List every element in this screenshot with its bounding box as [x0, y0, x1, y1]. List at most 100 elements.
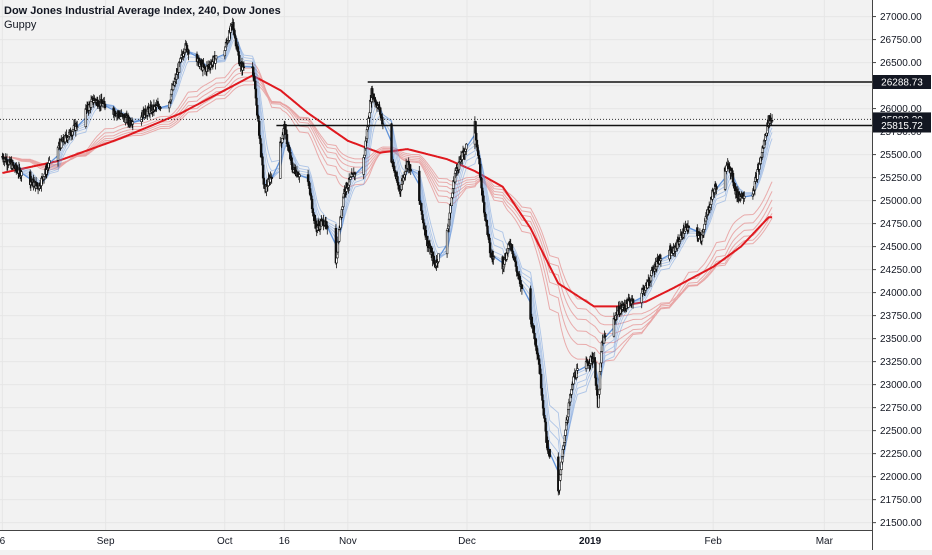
x-tick-label-0: 6 — [0, 536, 6, 547]
candle-body-390 — [362, 157, 365, 175]
candle-body-287 — [262, 177, 265, 185]
x-tick-label-1: Sep — [97, 536, 115, 547]
candle-body-611 — [564, 429, 567, 436]
price-tag-bg-2 — [873, 118, 931, 133]
candle-body-593 — [544, 421, 547, 432]
x-tick-label-3: 16 — [279, 536, 291, 547]
candle-body-488 — [451, 192, 454, 198]
candle-body-359 — [326, 225, 329, 229]
long-ema-line-3 — [2, 76, 773, 335]
candle-body-480 — [445, 230, 449, 255]
candle-body-179 — [159, 107, 162, 109]
y-tick-label-6: 25500.00 — [880, 150, 922, 161]
candle-body-749 — [687, 225, 690, 228]
x-tick-label-2: Oct — [217, 536, 233, 547]
candle-body-281 — [258, 135, 261, 139]
candle-body-558 — [513, 257, 516, 261]
candle-body-59 — [48, 160, 51, 164]
price-tags: 26288.7325882.3025815.72 — [873, 75, 931, 133]
time-axis: 6 Sep Oct 16 Nov Dec 2019 Feb Mar — [0, 536, 834, 547]
price-axis: 27000.0026750.0026500.0026250.0026000.00… — [872, 12, 922, 529]
y-tick-label-8: 25000.00 — [880, 196, 922, 207]
candle-body-644 — [594, 361, 597, 379]
long-ema-group — [2, 62, 773, 365]
price-axis-panel[interactable] — [872, 0, 932, 550]
candle-body-569 — [520, 284, 524, 289]
candle-body-591 — [543, 414, 546, 419]
candle-body-689 — [631, 298, 635, 304]
candle-body-303 — [281, 138, 284, 143]
candle-body-809 — [743, 195, 746, 199]
candle-body-576 — [533, 332, 536, 340]
candle-body-555 — [511, 250, 514, 255]
candle-body-782 — [725, 165, 728, 172]
y-tick-label-17: 22750.00 — [880, 403, 922, 414]
y-tick-label-18: 22500.00 — [880, 426, 922, 437]
candle-body-453 — [420, 203, 423, 211]
y-tick-label-2: 26500.00 — [880, 58, 922, 69]
candle-body-479 — [437, 253, 440, 262]
candle-body-509 — [465, 143, 468, 150]
candle-body-300 — [279, 141, 282, 179]
candle-body-556 — [512, 253, 515, 258]
candle-body-209 — [187, 49, 190, 55]
candle-body-299 — [270, 176, 273, 179]
time-axis-panel[interactable] — [0, 530, 872, 550]
x-tick-label-7: Feb — [705, 536, 723, 547]
candle-body-280 — [257, 121, 261, 136]
candle-body-239 — [214, 55, 218, 60]
candle-body-629 — [576, 368, 579, 371]
candle-body-419 — [381, 123, 385, 125]
y-tick-label-15: 23250.00 — [880, 357, 922, 368]
y-tick-label-9: 24750.00 — [880, 219, 922, 230]
candle-body-361 — [335, 257, 338, 264]
candles — [1, 17, 774, 496]
horizontal-levels[interactable] — [0, 81, 872, 127]
candle-body-653 — [600, 351, 603, 364]
candle-body-98 — [89, 100, 93, 108]
candle-body-459 — [424, 225, 427, 236]
x-tick-label-4: Nov — [339, 536, 357, 547]
y-tick-label-4: 26000.00 — [880, 104, 922, 115]
y-tick-label-13: 23750.00 — [880, 311, 922, 322]
y-tick-label-5: 25750.00 — [880, 127, 922, 138]
candle-body-839 — [770, 120, 774, 122]
candle-body-528 — [485, 219, 488, 227]
candle-body-329 — [298, 174, 301, 178]
candle-body-572 — [530, 316, 534, 327]
candle-body-623 — [572, 376, 575, 385]
candle-body-220 — [202, 63, 205, 68]
candle-body-89 — [76, 126, 79, 128]
y-tick-label-11: 24250.00 — [880, 265, 922, 276]
y-tick-label-0: 27000.00 — [880, 12, 922, 23]
x-tick-label-8: Mar — [816, 536, 834, 547]
candle-body-779 — [715, 186, 718, 190]
slowest-ema-line — [2, 74, 773, 308]
candle-body-269 — [242, 66, 246, 69]
y-tick-label-21: 21750.00 — [880, 495, 922, 506]
y-tick-label-16: 23000.00 — [880, 380, 922, 391]
price-tag-bg-0 — [873, 75, 931, 89]
candle-body-240 — [223, 50, 226, 57]
y-tick-label-14: 23500.00 — [880, 334, 922, 345]
y-tick-label-10: 24500.00 — [880, 242, 922, 253]
candle-body-793 — [732, 181, 735, 186]
candle-body-149 — [131, 121, 134, 125]
y-tick-label-19: 22250.00 — [880, 449, 922, 460]
candle-body-719 — [659, 258, 663, 261]
candle-body-399 — [368, 112, 371, 118]
candle-body-659 — [604, 335, 607, 337]
indicator-label: Guppy — [4, 19, 37, 31]
candle-body-119 — [103, 103, 107, 109]
candle-body-449 — [409, 169, 412, 172]
y-tick-label-12: 24000.00 — [880, 288, 922, 299]
x-tick-label-6: 2019 — [579, 536, 602, 547]
y-tick-label-20: 22000.00 — [880, 472, 922, 483]
x-tick-label-5: Dec — [458, 536, 476, 547]
candle-body-29 — [20, 171, 23, 176]
price-tag-label-2: 25815.72 — [881, 121, 923, 132]
y-tick-label-22: 21500.00 — [880, 518, 922, 529]
candle-body-599 — [548, 448, 551, 458]
